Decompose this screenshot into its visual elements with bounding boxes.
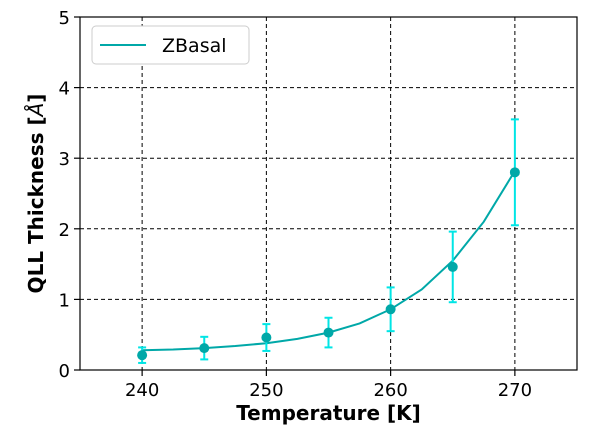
data-point bbox=[447, 261, 458, 272]
data-point bbox=[385, 304, 396, 315]
y-tick-label: 1 bbox=[59, 290, 70, 311]
x-tick-label: 270 bbox=[498, 380, 532, 401]
x-axis-ticks: 240 250 260 270 bbox=[125, 370, 532, 401]
errorbar-layer bbox=[138, 118, 519, 364]
legend-box bbox=[91, 25, 250, 65]
data-point bbox=[261, 332, 272, 343]
x-tick-label: 260 bbox=[373, 380, 407, 401]
data-point bbox=[323, 327, 334, 338]
legend: ZBasal bbox=[91, 25, 250, 65]
data-point bbox=[137, 350, 148, 361]
data-point bbox=[199, 343, 210, 354]
x-tick-label: 240 bbox=[125, 380, 159, 401]
y-tick-label: 3 bbox=[59, 149, 70, 170]
plot-frame bbox=[79, 16, 578, 371]
y-tick-label: 4 bbox=[59, 79, 70, 100]
x-tick-label: 250 bbox=[249, 380, 283, 401]
point-layer bbox=[137, 167, 520, 361]
y-tick-label: 2 bbox=[59, 220, 70, 241]
y-tick-label: 5 bbox=[59, 8, 70, 29]
y-axis-ticks: 0 1 2 3 4 5 bbox=[59, 8, 80, 382]
grid-lines bbox=[80, 17, 577, 370]
y-tick-label: 0 bbox=[59, 361, 70, 382]
data-point bbox=[509, 167, 520, 178]
x-axis-label: Temperature [K] bbox=[236, 401, 421, 425]
y-axis-label: QLL Thickness [Å] bbox=[24, 94, 48, 294]
legend-entry-zbasal: ZBasal bbox=[162, 35, 227, 57]
